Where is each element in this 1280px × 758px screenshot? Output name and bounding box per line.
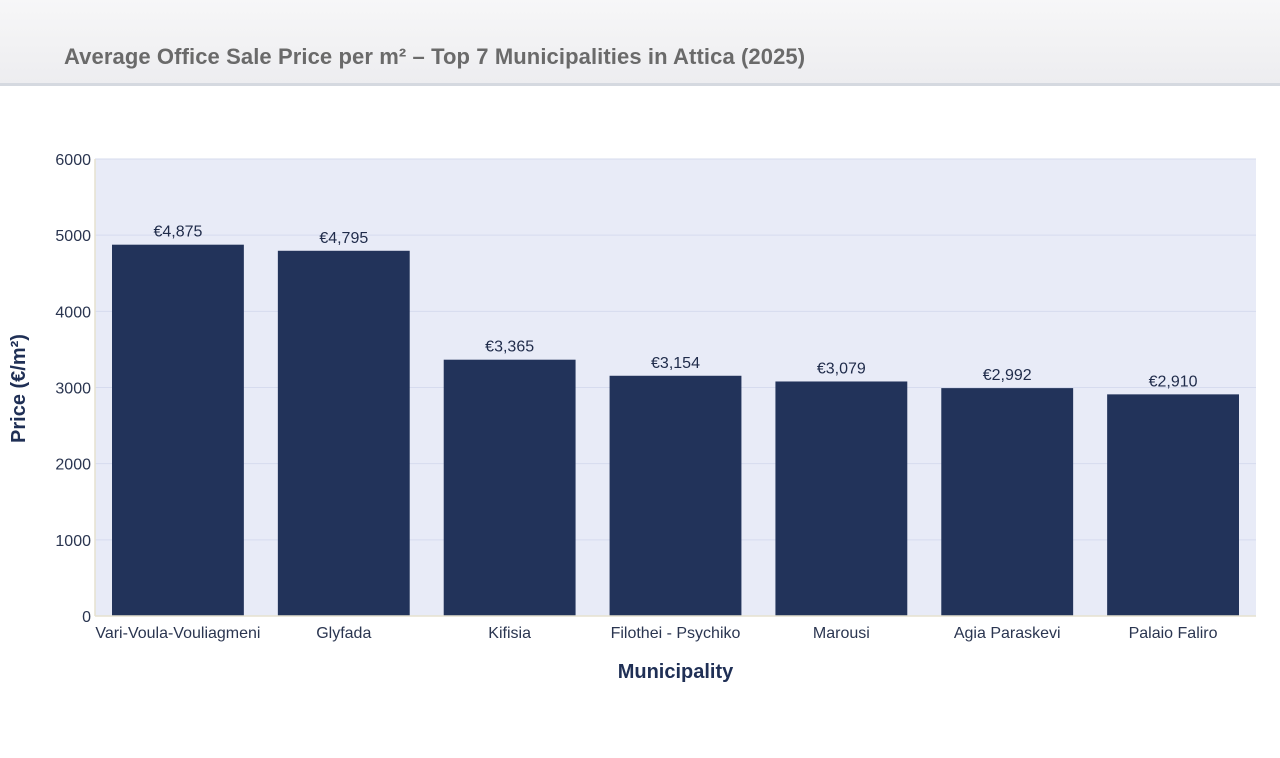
x-tick-label: Glyfada: [316, 625, 371, 642]
x-tick-label: Kifisia: [488, 625, 531, 642]
data-label: €3,154: [651, 355, 700, 372]
bar: [277, 250, 410, 617]
data-labels-group: €4,875 €4,795 €3,365 €3,154 €3,079 €2,992 €2,9…: [153, 224, 1197, 391]
header-bar: Average Office Sale Price per m² – Top 7…: [0, 0, 1280, 86]
y-tick-label: 4000: [55, 304, 91, 321]
bar: [1107, 394, 1239, 616]
x-tick-label: Palaio Faliro: [1129, 625, 1218, 642]
y-tick-label: 0: [82, 609, 91, 626]
bar: [112, 244, 244, 616]
data-label: €2,910: [1149, 373, 1198, 390]
data-label: €4,875: [153, 224, 202, 241]
y-tick-label: 5000: [55, 228, 91, 245]
bar: [443, 359, 576, 616]
x-tick-label: Agia Paraskevi: [954, 625, 1061, 642]
y-tick-label: 3000: [55, 381, 91, 398]
x-axis-ticks: Vari-Voula-Vouliagmeni Glyfada Kifisia Filo…: [95, 625, 1217, 642]
y-tick-label: 2000: [55, 457, 91, 474]
page-title: Average Office Sale Price per m² – Top 7…: [64, 44, 806, 69]
x-tick-label: Vari-Voula-Vouliagmeni: [95, 625, 260, 642]
bars-group: [112, 244, 1239, 617]
y-axis-title: Price (€/m²): [8, 334, 30, 443]
data-label: €3,079: [817, 360, 866, 377]
x-tick-label: Filothei - Psychiko: [611, 625, 741, 642]
x-axis-title: Municipality: [618, 661, 734, 683]
y-axis-ticks: 0 1000 2000 3000 4000 5000 6000: [55, 152, 91, 626]
data-label: €2,992: [983, 367, 1032, 384]
bar: [609, 375, 742, 616]
y-tick-label: 1000: [55, 533, 91, 550]
bar: [941, 388, 1074, 616]
y-tick-label: 6000: [55, 152, 91, 169]
bar: [775, 381, 908, 616]
x-tick-label: Marousi: [813, 625, 870, 642]
data-label: €4,795: [319, 230, 368, 247]
data-label: €3,365: [485, 339, 534, 356]
